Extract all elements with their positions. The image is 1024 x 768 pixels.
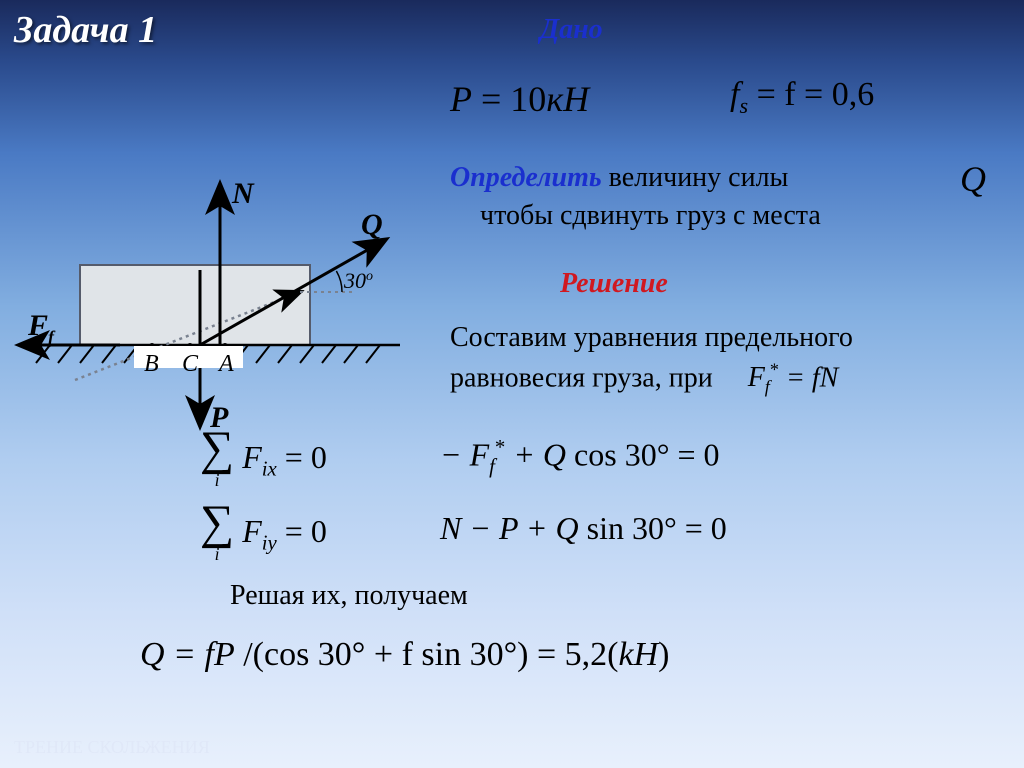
var-P: P [450, 79, 472, 119]
sub-s: s [739, 93, 748, 118]
eq-1-rhs: − Ff* + Q cos 30° = 0 [440, 436, 720, 479]
eq1-cos: cos 30° = 0 [566, 437, 720, 473]
slide: Задача 1 ТРЕНИЕ СКОЛЬЖЕНИЯ Дано P = 10кН… [0, 0, 1024, 768]
page-title: Задача 1 [14, 8, 157, 52]
final-eq: Q = fP /(cos 30° + f sin 30°) = 5,2(kH) [140, 636, 669, 674]
svg-text:30o: 30o [343, 268, 373, 293]
footer-text: ТРЕНИЕ СКОЛЬЖЕНИЯ [14, 737, 210, 758]
eq-row-2: ∑ i Fiy = 0 [200, 506, 327, 564]
svg-text:N: N [231, 177, 255, 210]
determine-line1: Определить величину силы [450, 162, 788, 194]
unit-kn: кН [546, 79, 589, 119]
final-unit: kH [619, 636, 659, 673]
Ff-F: F [748, 362, 765, 393]
solution-text2a: равновесия груза, при [450, 362, 713, 393]
svg-text:P: P [209, 401, 229, 434]
Fiy-F: F [242, 513, 262, 549]
Ff-star: Ff* [748, 362, 779, 393]
eq0-2: = 0 [277, 513, 327, 549]
eq2-sin: sin 30° = 0 [579, 510, 727, 546]
force-diagram: N Q P Ff 30o BCA [10, 170, 430, 450]
solution-text1: Составим уравнения предельного [450, 322, 853, 354]
eq-fn: = fN [779, 362, 838, 393]
determine-text1: величину силы [602, 162, 789, 193]
given-f: fs = f = 0,6 [730, 76, 874, 119]
final-b: /(cos 30° + f sin 30°) = 5,2( [235, 636, 619, 673]
eq-2-rhs: N − P + Q sin 30° = 0 [440, 510, 727, 547]
given-p: P = 10кН [450, 78, 589, 120]
Fiy-sub: iy [262, 532, 277, 555]
eq1-star: * [495, 436, 505, 459]
solution-text2: равновесия груза, при Ff* = fN [450, 360, 838, 398]
eq2-sin30: sin 30° = 0 [587, 510, 727, 546]
eq2-a: N − P + Q [440, 510, 579, 546]
determine-label: Определить [450, 162, 602, 193]
val-f: 0,6 [832, 76, 875, 113]
Fiy: Fiy [242, 513, 277, 549]
svg-text:B: B [144, 351, 159, 377]
eq-sign: = 10 [472, 79, 546, 119]
eq1-b: + Q [505, 437, 566, 473]
given-heading: Дано [540, 14, 603, 46]
sigma-symbol-2: ∑ [200, 506, 234, 540]
svg-text:Q: Q [361, 208, 383, 241]
solution-heading: Решение [560, 268, 668, 300]
svg-text:Ff: Ff [27, 309, 56, 347]
eq1-cos30: cos 30° = 0 [574, 437, 720, 473]
sigma-2: ∑ i [200, 506, 234, 564]
Ff-star-sup: * [770, 360, 779, 380]
svg-text:C: C [182, 351, 199, 377]
eq1-a: − F [440, 437, 489, 473]
solving-text: Решая их, получаем [230, 580, 468, 612]
determine-Q: Q [960, 158, 986, 200]
eq-f: = f = [748, 76, 832, 113]
final-a: Q = fP [140, 636, 235, 673]
svg-text:A: A [217, 351, 234, 377]
final-c: ) [658, 636, 669, 673]
determine-line2: чтобы сдвинуть груз с места [480, 200, 821, 232]
Fix-sub: ix [262, 458, 277, 481]
